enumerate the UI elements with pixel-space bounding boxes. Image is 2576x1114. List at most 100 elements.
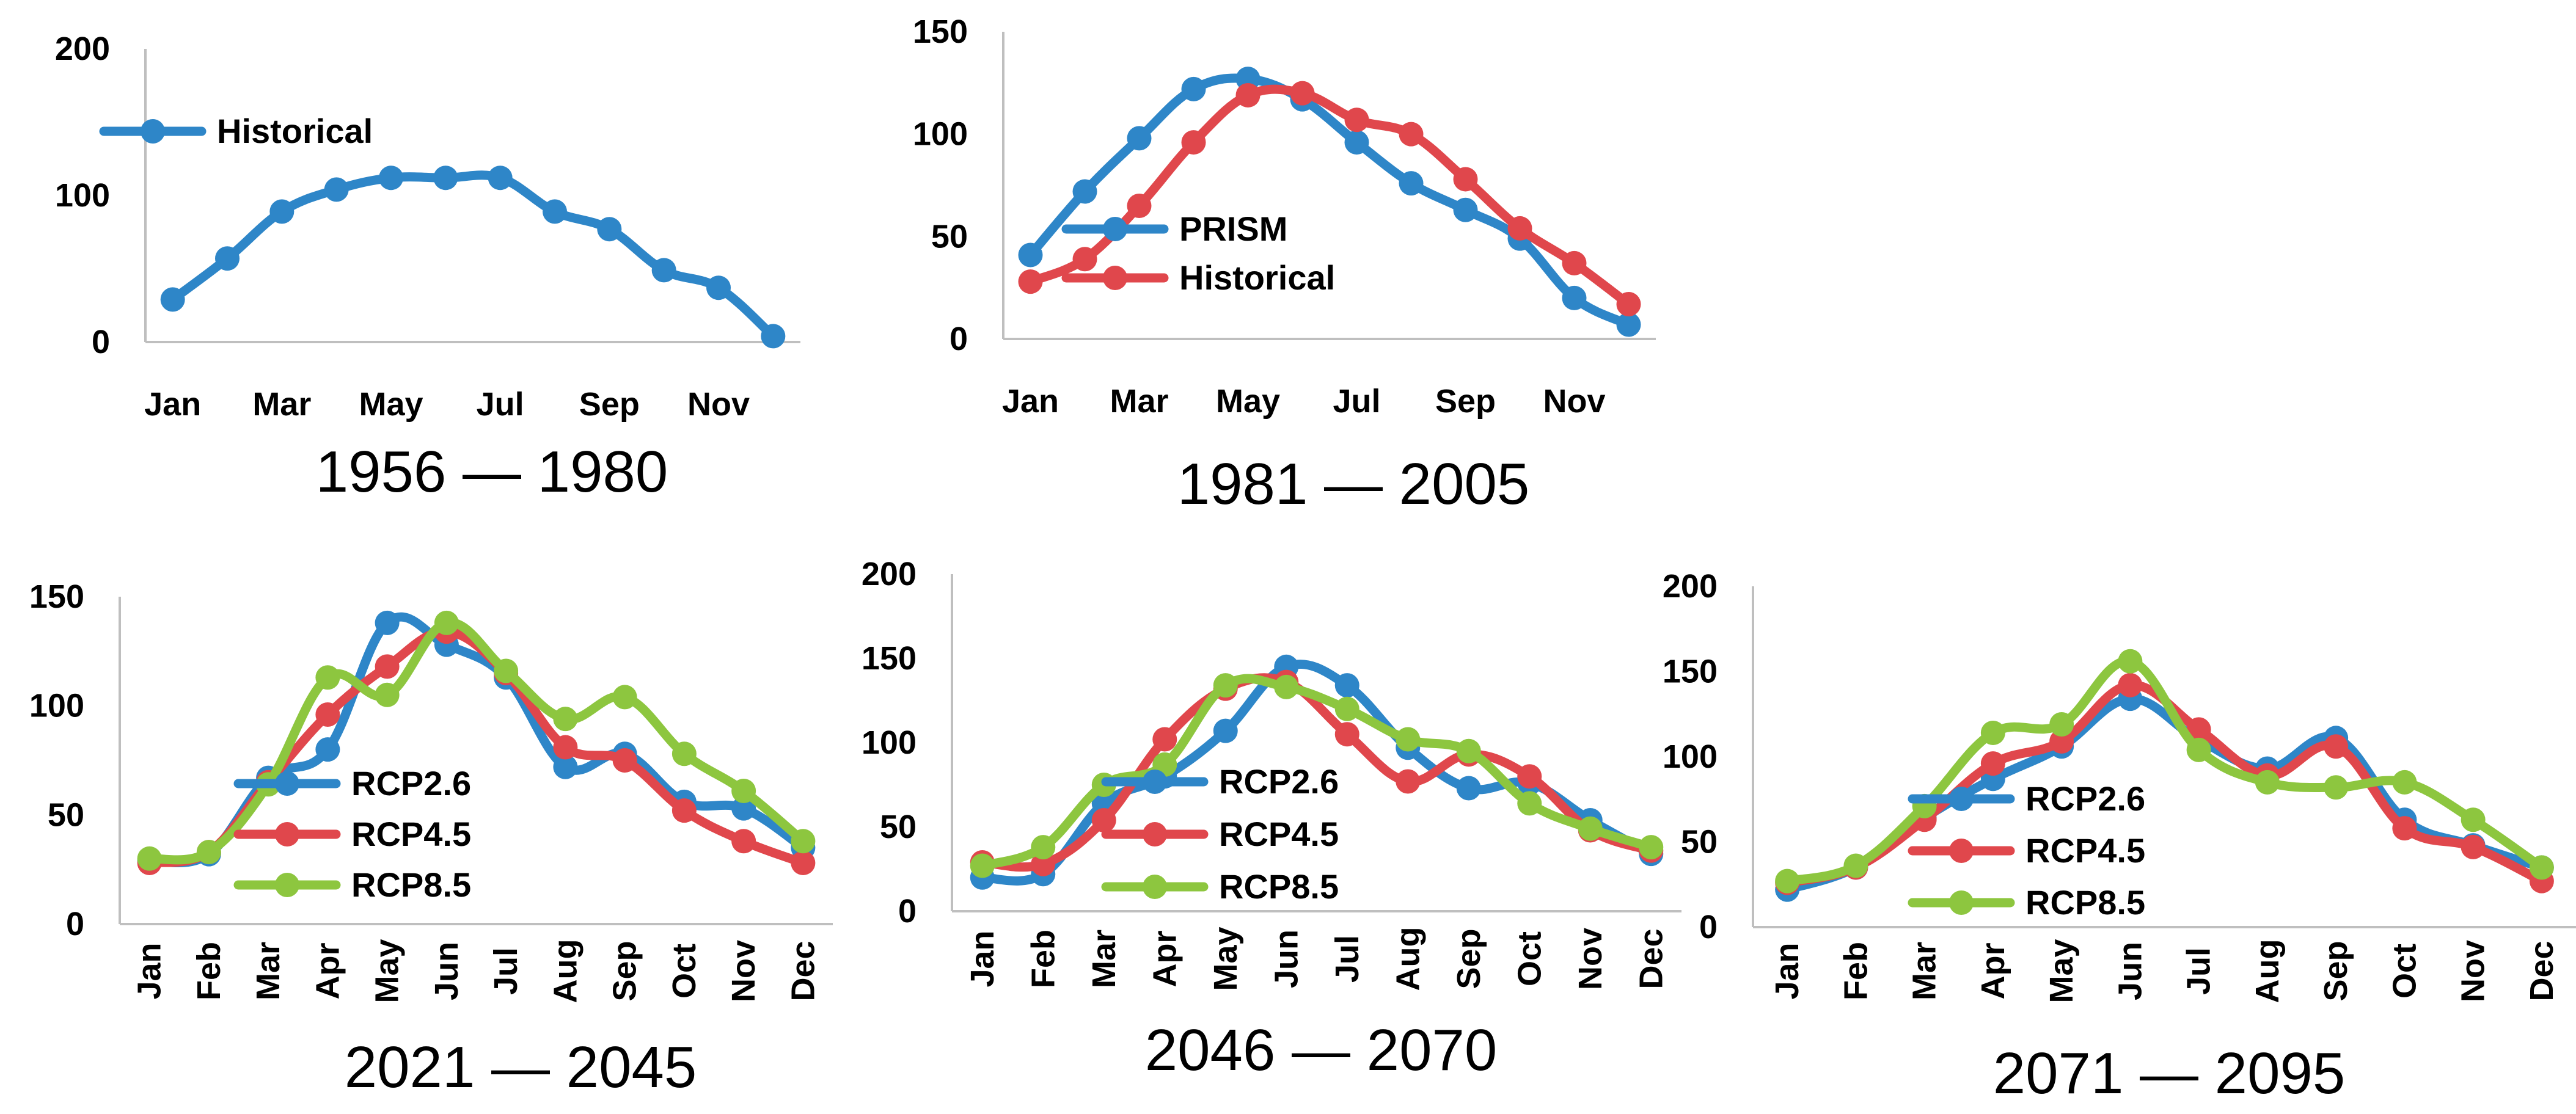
x-tick-label: Oct — [1511, 931, 1548, 986]
data-point — [2461, 807, 2486, 832]
y-tick-label: 100 — [913, 116, 968, 153]
data-point — [324, 177, 349, 202]
data-point — [1213, 673, 1238, 698]
y-tick-label: 0 — [92, 324, 110, 360]
x-tick-label: Feb — [191, 942, 227, 1000]
data-point — [612, 748, 637, 773]
data-point — [1031, 835, 1056, 860]
x-tick-label: Jan — [964, 930, 1001, 987]
x-tick-label: Oct — [2386, 944, 2423, 999]
y-tick-label: 100 — [1663, 738, 1718, 775]
data-point — [2186, 717, 2211, 742]
data-point — [315, 702, 340, 727]
x-tick-label: Jun — [2112, 942, 2148, 1000]
legend-marker — [275, 822, 299, 846]
x-tick-label: Apr — [1975, 943, 2011, 1000]
legend-marker — [1949, 890, 1974, 915]
legend-marker — [1949, 787, 1974, 811]
data-point — [196, 840, 221, 865]
y-tick-label: 200 — [1663, 568, 1718, 605]
data-point — [488, 166, 513, 191]
data-point — [315, 665, 340, 690]
data-point — [1334, 696, 1359, 721]
data-point — [2529, 855, 2554, 880]
data-point — [1235, 82, 1261, 107]
x-tick-label: May — [1207, 927, 1244, 991]
y-tick-label: 50 — [880, 809, 917, 845]
x-tick-label: Aug — [1389, 927, 1426, 991]
data-point — [1396, 769, 1421, 794]
legend-label: RCP2.6 — [2025, 779, 2145, 818]
data-point — [2118, 649, 2143, 674]
data-point — [1456, 776, 1481, 801]
data-point — [1562, 250, 1587, 275]
data-point — [1127, 126, 1152, 151]
y-tick-label: 100 — [862, 724, 917, 761]
x-tick-label: Mar — [252, 386, 311, 423]
series-line-prism — [1026, 73, 1633, 329]
y-tick-label: 150 — [1663, 653, 1718, 690]
y-tick-label: 150 — [913, 13, 968, 50]
data-point — [2324, 734, 2349, 759]
data-point — [731, 779, 756, 804]
data-point — [791, 850, 816, 875]
data-point — [1980, 720, 2005, 745]
data-point — [1334, 673, 1359, 698]
x-tick-label: Jan — [1002, 383, 1059, 420]
x-tick-label: Jul — [488, 947, 524, 995]
x-tick-label: Dec — [2523, 941, 2560, 1001]
chart-5: 0 50 100 150 200 Jan Feb Mar Apr May Jun Jul Aug Sep O… — [1663, 568, 2576, 1106]
chart-3: 0 50 100 150 Jan Feb Mar Apr May Jun Jul Aug Sep Oct N… — [29, 578, 833, 1100]
data-point — [1344, 130, 1369, 155]
data-point — [2461, 834, 2486, 859]
x-tick-label: Sep — [1435, 383, 1496, 420]
y-tick-label: 0 — [950, 321, 968, 357]
x-tick-label: Jun — [1268, 930, 1304, 988]
x-tick-label: Jun — [428, 942, 465, 1000]
chart-1: 0 100 200 Jan Mar May Jul Sep Nov Historical 1956 … — [55, 31, 800, 504]
chart-2: 0 50 100 150 Jan Mar May Jul Sep Nov PRISM Historic… — [913, 13, 1656, 517]
data-point — [553, 754, 578, 779]
data-point — [543, 199, 567, 224]
x-tick-label: Aug — [547, 939, 584, 1003]
legend-label: Historical — [217, 112, 373, 150]
data-point — [1091, 807, 1116, 832]
data-point — [2255, 770, 2280, 795]
legend-label: RCP4.5 — [2025, 831, 2145, 870]
chart-title: 1981 — 2005 — [1177, 451, 1529, 517]
legend-marker — [275, 771, 299, 796]
data-point — [1399, 122, 1424, 147]
data-point — [1031, 851, 1056, 876]
y-tick-label: 150 — [29, 578, 84, 615]
legend-label: RCP8.5 — [1219, 867, 1339, 906]
data-point — [1072, 179, 1097, 204]
data-point — [1507, 216, 1532, 241]
data-point — [761, 324, 786, 349]
data-point — [433, 166, 458, 191]
data-point — [1517, 764, 1542, 789]
x-tick-label: May — [1216, 383, 1280, 420]
x-tick-label: Jul — [1329, 935, 1366, 983]
x-tick-label: Dec — [785, 941, 821, 1001]
y-tick-label: 0 — [66, 906, 84, 942]
x-tick-label: Jan — [1769, 942, 1806, 999]
series-line-historical — [168, 170, 778, 341]
data-point — [1072, 247, 1097, 272]
data-point — [1399, 171, 1424, 196]
data-point — [1181, 76, 1206, 101]
y-tick-label: 50 — [1681, 824, 1718, 861]
data-point — [1453, 167, 1478, 192]
x-tick-label: Nov — [2455, 940, 2492, 1002]
chart-title: 1956 — 1980 — [316, 439, 668, 504]
legend-label: RCP4.5 — [1219, 815, 1339, 853]
data-point — [553, 735, 578, 760]
legend-label: RCP4.5 — [351, 815, 471, 853]
x-tick-label: Sep — [607, 941, 643, 1001]
data-point — [2392, 770, 2417, 795]
y-tick-label: 50 — [931, 218, 968, 255]
y-tick-label: 100 — [29, 688, 84, 724]
data-point — [2324, 775, 2349, 800]
x-tick-label: Feb — [1837, 942, 1874, 1000]
data-point — [2049, 729, 2074, 754]
data-point — [1578, 816, 1603, 841]
